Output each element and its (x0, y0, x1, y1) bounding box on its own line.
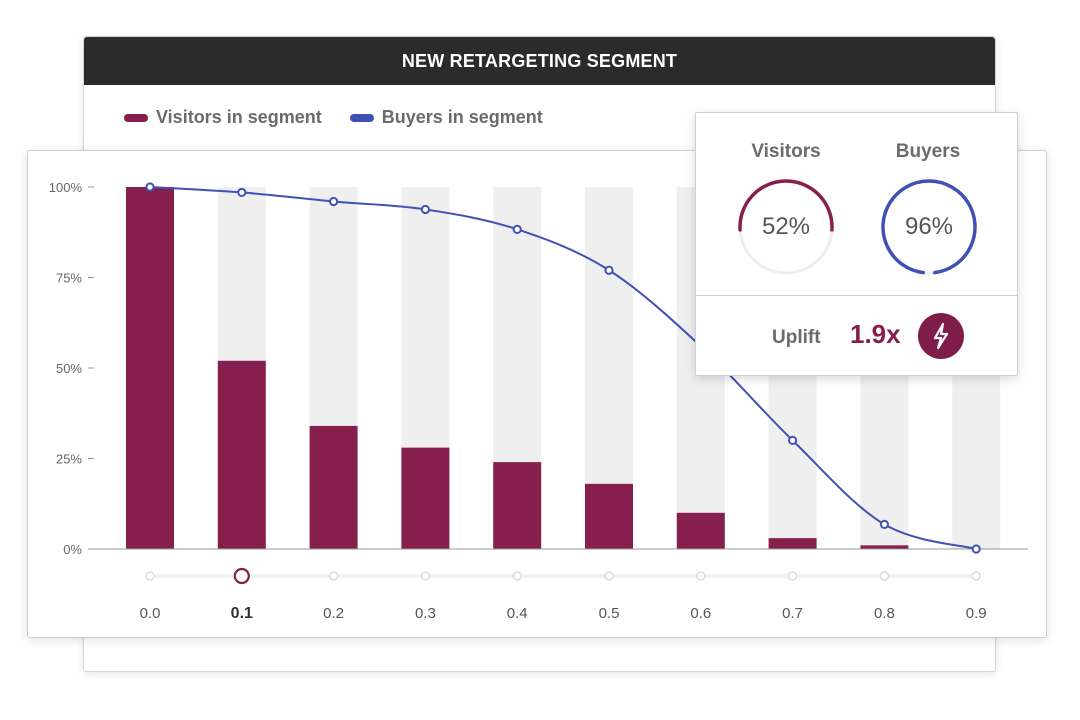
buyers-stat-value: 96% (904, 213, 954, 240)
visitors-stat-value: 52% (761, 213, 811, 240)
threshold-slider-stop[interactable] (787, 571, 798, 581)
threshold-slider-stop[interactable] (512, 571, 522, 581)
legend-visitors-label: Visitors in segment (156, 107, 322, 127)
chart-legend: Visitors in segment Buyers in segment (124, 107, 543, 128)
buyers-point (971, 544, 981, 554)
visitors-gauge-arc (738, 179, 834, 232)
uplift-label: Uplift (772, 327, 821, 348)
y-tick-label: 75% (56, 271, 82, 286)
y-tick-label: 50% (56, 361, 82, 376)
visitors-bar (217, 360, 266, 549)
threshold-slider-handle[interactable] (233, 567, 250, 585)
visitors-bar (401, 447, 450, 549)
visitors-stat-label: Visitors (751, 141, 821, 162)
buyers-point (329, 196, 339, 207)
legend-buyers-swatch (349, 113, 374, 122)
visitors-bar (309, 425, 358, 549)
threshold-slider-stop[interactable] (328, 571, 339, 581)
x-tick-label: 0.4 (507, 605, 528, 622)
uplift-value: 1.9x (850, 319, 901, 349)
threshold-slider-stop[interactable] (420, 571, 431, 581)
x-tick-label: 0.1 (231, 605, 253, 622)
visitors-bar (860, 545, 909, 549)
threshold-slider-stop[interactable] (696, 571, 706, 581)
y-tick-label: 25% (56, 452, 82, 467)
lightning-icon (918, 313, 964, 359)
visitors-bar (126, 187, 174, 549)
visitors-bar (493, 462, 542, 549)
panel-title: NEW RETARGETING SEGMENT (84, 37, 995, 85)
legend-visitors-swatch (124, 113, 148, 122)
chart-card: 0% 25% 50% 75% 100% 0.0 0.1 0.2 0.3 0.4 0.5 0.6 0.7 0… (27, 150, 1047, 638)
legend-buyers-label: Buyers in segment (381, 107, 543, 127)
stats-card: Visitors Buyers 52% 96% Uplift 1.9x (695, 112, 1018, 376)
threshold-slider-stop[interactable] (604, 571, 614, 581)
visitors-bar (585, 483, 633, 549)
x-tick-label: 0.2 (323, 605, 344, 622)
y-tick-label: 100% (49, 180, 83, 195)
y-tick-label: 0% (63, 542, 82, 557)
threshold-slider-stop[interactable] (971, 571, 981, 581)
stats-divider (696, 295, 1017, 296)
threshold-slider-stop[interactable] (145, 571, 155, 581)
x-tick-label: 0.9 (966, 605, 987, 622)
buyers-point (604, 265, 614, 275)
buyers-point (879, 519, 890, 529)
visitors-bar (676, 512, 725, 549)
x-tick-label: 0.0 (140, 605, 161, 622)
buyers-point (420, 204, 430, 215)
buyers-point (237, 187, 247, 198)
x-tick-label: 0.7 (782, 605, 803, 622)
x-tick-label: 0.5 (599, 605, 620, 622)
visitors-gauge (738, 179, 834, 275)
segment-chart: 0% 25% 50% 75% 100% 0.0 0.1 0.2 0.3 0.4 0.5 0.6 0.7 0… (49, 180, 1028, 622)
x-tick-label: 0.6 (690, 605, 711, 622)
visitors-bar (768, 538, 817, 549)
buyers-gauge-arc (881, 179, 977, 275)
buyers-gauge (881, 179, 977, 275)
legend-visitors: Visitors in segment (124, 107, 322, 128)
x-tick-label: 0.8 (874, 605, 895, 622)
buyers-point (788, 435, 798, 445)
x-tick-label: 0.3 (415, 605, 436, 622)
threshold-slider-stop[interactable] (879, 571, 890, 581)
buyers-stat-label: Buyers (895, 141, 961, 162)
buyers-point (512, 224, 522, 234)
buyers-point (145, 182, 155, 192)
buyers-line (149, 186, 977, 550)
legend-buyers: Buyers in segment (349, 107, 543, 128)
